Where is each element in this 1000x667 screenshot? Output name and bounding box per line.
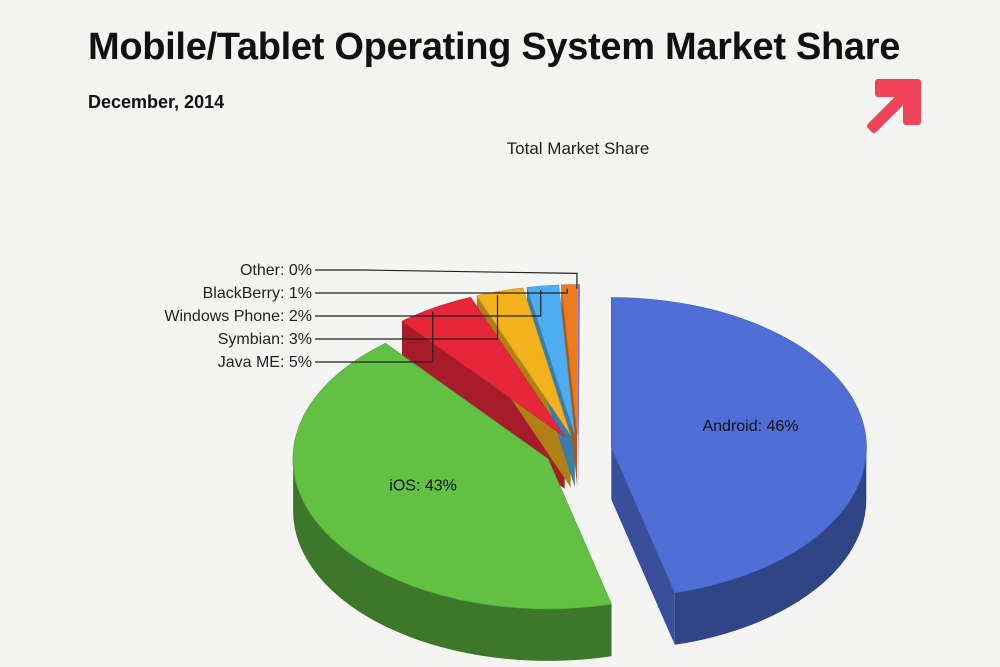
arrow-up-right-icon (867, 79, 921, 133)
slice-side-android-1 (611, 447, 675, 645)
label-leader-lines (315, 269, 578, 363)
chart-title: Total Market Share (507, 139, 650, 158)
slice-android (611, 297, 867, 594)
slice-label-ios: iOS: 43% (389, 477, 457, 494)
slice-windows-phone (526, 284, 575, 435)
slice-label-blackberry: BlackBerry: 1% (203, 285, 312, 302)
slice-label-java-me: Java ME: 5% (218, 354, 312, 371)
slice-label-symbian: Symbian: 3% (218, 331, 312, 348)
slice-other (577, 284, 580, 435)
page-subtitle: December, 2014 (88, 92, 225, 112)
slice-labels: Android: 46% iOS: 43% Other: 0% BlackBerry:… (164, 262, 798, 494)
page-title: Mobile/Tablet Operating System Market Sh… (88, 26, 901, 68)
slice-java-me (401, 296, 565, 437)
leader-line-symbian (315, 295, 499, 340)
slice-ios (292, 342, 612, 610)
leader-line-windows-phone (315, 289, 542, 317)
slice-wall-ios-1 (293, 458, 612, 661)
slice-label-other: Other: 0% (240, 262, 312, 279)
slice-label-android: Android: 46% (702, 418, 798, 435)
leader-line-java-me (315, 311, 434, 363)
slice-wall-android-1 (674, 447, 867, 645)
pie-slices (292, 284, 867, 661)
leader-line-blackberry (315, 288, 568, 294)
slice-label-windows-phone: Windows Phone: 2% (164, 308, 312, 325)
leader-line-other (315, 269, 578, 289)
slice-symbian (476, 287, 571, 436)
